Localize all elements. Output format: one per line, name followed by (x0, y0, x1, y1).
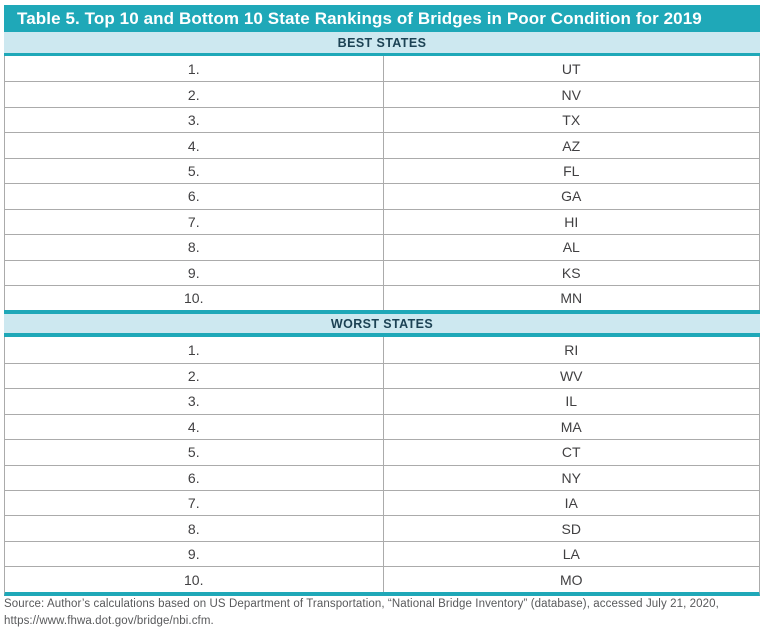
state-cell: RI (564, 342, 579, 359)
source-line-1: Source: Author’s calculations based on U… (4, 598, 719, 610)
rank-cell: 3. (5, 389, 384, 414)
state-cell: IL (565, 393, 578, 410)
state-cell: MA (560, 418, 582, 435)
rank-cell: 9. (5, 541, 384, 567)
rank-cell: 3. (5, 107, 384, 133)
state-cell: SD (561, 520, 581, 537)
state-cell: NV (561, 86, 581, 103)
state-cell: AL (562, 239, 580, 256)
section-header-best-states: BEST STATES (4, 32, 760, 56)
table-row: 2. WV (5, 362, 759, 389)
rank-cell: 1. (5, 56, 384, 82)
table-row: 8. AL (5, 234, 759, 260)
worst-states-rows: 1. RI 2. WV 3. IL 4. MA 5. CT 6. NY 7. I… (4, 337, 760, 596)
table-row: 4. MA (5, 413, 759, 440)
rank-cell: 5. (5, 440, 384, 465)
rank-cell: 6. (5, 465, 384, 490)
section-header-worst-states: WORST STATES (4, 310, 760, 338)
rank-cell: 1. (5, 337, 384, 363)
table-row: 2. NV (5, 81, 759, 107)
rank-cell: 10. (5, 285, 384, 311)
table-row: 6. GA (5, 183, 759, 209)
best-states-rows: 1. UT 2. NV 3. TX 4. AZ 5. FL 6. GA 7. H… (4, 56, 760, 311)
state-cell: NY (561, 469, 581, 486)
rank-cell: 7. (5, 209, 384, 235)
rank-cell: 2. (5, 82, 384, 107)
source-line-2: https://www.fhwa.dot.gov/bridge/nbi.cfm. (4, 614, 214, 627)
rank-cell: 2. (5, 363, 384, 389)
rank-cell: 4. (5, 133, 384, 158)
table-row: 9. KS (5, 259, 759, 285)
state-cell: MN (560, 290, 583, 307)
table-row: 5. CT (5, 439, 759, 465)
rank-cell: 7. (5, 491, 384, 516)
rank-cell: 4. (5, 414, 384, 440)
state-cell: CT (561, 444, 581, 461)
table-row: 5. FL (5, 157, 759, 184)
state-cell: HI (564, 213, 579, 230)
table-row: 9. LA (5, 540, 759, 567)
rank-cell: 6. (5, 184, 384, 209)
state-cell: TX (562, 112, 581, 129)
table-row: 3. IL (5, 388, 759, 414)
rank-cell: 8. (5, 516, 384, 541)
rankings-table: Table 5. Top 10 and Bottom 10 State Rank… (4, 5, 760, 596)
state-cell: GA (561, 188, 582, 205)
table-row: 4. AZ (5, 132, 759, 158)
table-row: 1. RI (5, 337, 759, 363)
state-cell: IA (564, 495, 578, 512)
state-cell: AZ (562, 137, 581, 154)
table-row: 10. MO (5, 566, 759, 592)
table-row: 3. TX (5, 106, 759, 133)
source-note: Source: Author’s calculations based on U… (4, 596, 762, 629)
rank-cell: 5. (5, 158, 384, 184)
state-cell: UT (561, 60, 581, 77)
state-cell: WV (559, 368, 583, 385)
state-cell: MO (559, 571, 583, 588)
rank-cell: 9. (5, 260, 384, 285)
state-cell: FL (563, 162, 580, 179)
table-row: 1. UT (5, 56, 759, 82)
table-title: Table 5. Top 10 and Bottom 10 State Rank… (4, 5, 760, 32)
table-row: 6. NY (5, 464, 759, 490)
state-cell: KS (561, 264, 581, 281)
table-row: 7. IA (5, 490, 759, 516)
rank-cell: 10. (5, 567, 384, 592)
state-cell: LA (562, 546, 580, 563)
table-row: 10. MN (5, 284, 759, 311)
table-row: 7. HI (5, 208, 759, 235)
rank-cell: 8. (5, 235, 384, 260)
table-row: 8. SD (5, 515, 759, 541)
